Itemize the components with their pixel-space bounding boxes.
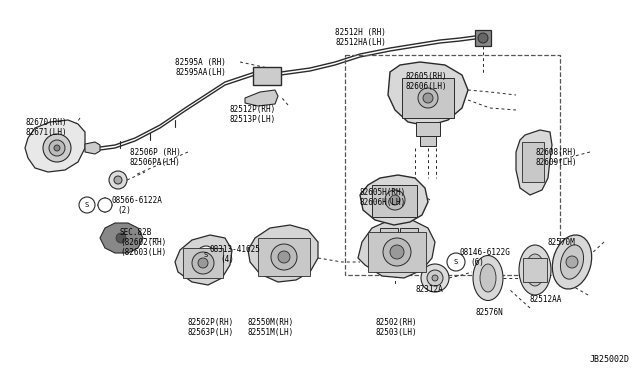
Circle shape	[116, 233, 126, 243]
Text: 82503(LH): 82503(LH)	[375, 328, 417, 337]
Text: 82563P(LH): 82563P(LH)	[188, 328, 234, 337]
Text: 82550M(RH): 82550M(RH)	[248, 318, 294, 327]
Polygon shape	[25, 120, 85, 172]
Text: 08146-6122G: 08146-6122G	[460, 248, 511, 257]
Text: 82605H(RH): 82605H(RH)	[360, 188, 406, 197]
Circle shape	[54, 145, 60, 151]
Text: 82670(RH): 82670(RH)	[25, 118, 67, 127]
Bar	[420, 136, 436, 146]
Polygon shape	[100, 223, 143, 253]
Bar	[400, 228, 418, 240]
Circle shape	[390, 195, 400, 205]
Circle shape	[478, 33, 488, 43]
Polygon shape	[175, 235, 232, 285]
Circle shape	[385, 190, 405, 210]
Circle shape	[197, 246, 215, 264]
Bar	[416, 122, 440, 136]
Bar	[368, 232, 426, 272]
Text: 82576N: 82576N	[475, 308, 503, 317]
Text: 82606(LH): 82606(LH)	[405, 82, 447, 91]
Text: (82603(LH): (82603(LH)	[120, 248, 166, 257]
Bar	[385, 240, 397, 248]
Polygon shape	[248, 225, 318, 282]
Polygon shape	[358, 220, 435, 278]
Text: (6): (6)	[470, 258, 484, 267]
Text: 82512AA: 82512AA	[530, 295, 563, 304]
Circle shape	[383, 238, 411, 266]
Circle shape	[271, 244, 297, 270]
Text: 82609(LH): 82609(LH)	[535, 158, 577, 167]
Circle shape	[566, 256, 578, 268]
Text: (82602(RH): (82602(RH)	[120, 238, 166, 247]
Bar	[372, 185, 417, 217]
Text: 82506P (RH): 82506P (RH)	[130, 148, 181, 157]
Circle shape	[109, 171, 127, 189]
Bar	[253, 67, 281, 85]
Text: 82562P(RH): 82562P(RH)	[188, 318, 234, 327]
Text: S: S	[204, 252, 208, 258]
Text: 82312A: 82312A	[415, 285, 443, 294]
Circle shape	[447, 253, 465, 271]
Bar	[380, 228, 398, 240]
Bar	[475, 30, 491, 46]
Circle shape	[192, 252, 214, 274]
Bar	[402, 78, 454, 118]
Text: 82608(RH): 82608(RH)	[535, 148, 577, 157]
Bar	[345, 55, 560, 275]
Text: 08566-6122A: 08566-6122A	[112, 196, 163, 205]
Text: 82512P(RH): 82512P(RH)	[230, 105, 276, 114]
Circle shape	[198, 258, 208, 268]
Ellipse shape	[473, 256, 503, 301]
Text: 08313-41625: 08313-41625	[210, 245, 261, 254]
Text: 82605(RH): 82605(RH)	[405, 72, 447, 81]
Polygon shape	[516, 130, 552, 195]
Text: S: S	[454, 259, 458, 265]
Text: 82551M(LH): 82551M(LH)	[248, 328, 294, 337]
Ellipse shape	[525, 254, 545, 286]
Text: (2): (2)	[117, 206, 131, 215]
Circle shape	[421, 264, 449, 292]
Text: 82502(RH): 82502(RH)	[375, 318, 417, 327]
Circle shape	[49, 140, 65, 156]
Ellipse shape	[480, 264, 496, 292]
Ellipse shape	[561, 245, 584, 279]
Polygon shape	[245, 90, 278, 106]
Text: JB25002D: JB25002D	[590, 355, 630, 364]
Circle shape	[427, 270, 443, 286]
Bar	[183, 248, 223, 278]
Circle shape	[278, 251, 290, 263]
Bar	[258, 238, 310, 276]
Text: (4): (4)	[220, 255, 234, 264]
Text: 82671(LH): 82671(LH)	[25, 128, 67, 137]
Text: 82513P(LH): 82513P(LH)	[230, 115, 276, 124]
Circle shape	[98, 198, 112, 212]
Circle shape	[390, 245, 404, 259]
Polygon shape	[388, 62, 468, 126]
Circle shape	[432, 275, 438, 281]
Circle shape	[43, 134, 71, 162]
Circle shape	[418, 88, 438, 108]
Text: 82570M: 82570M	[548, 238, 576, 247]
Text: 82595A (RH): 82595A (RH)	[175, 58, 226, 67]
Text: 82606H(LH): 82606H(LH)	[360, 198, 406, 207]
Circle shape	[423, 93, 433, 103]
Text: 82595AA(LH): 82595AA(LH)	[175, 68, 226, 77]
Ellipse shape	[552, 235, 592, 289]
Text: 82506PA(LH): 82506PA(LH)	[130, 158, 181, 167]
Text: 82512HA(LH): 82512HA(LH)	[335, 38, 386, 47]
Text: 82512H (RH): 82512H (RH)	[335, 28, 386, 37]
Polygon shape	[85, 142, 100, 154]
Circle shape	[79, 197, 95, 213]
Circle shape	[114, 176, 122, 184]
Text: S: S	[85, 202, 89, 208]
Text: SEC.82B: SEC.82B	[120, 228, 152, 237]
Bar	[522, 142, 544, 182]
Bar	[523, 258, 547, 282]
Ellipse shape	[519, 245, 551, 295]
Polygon shape	[360, 175, 428, 225]
